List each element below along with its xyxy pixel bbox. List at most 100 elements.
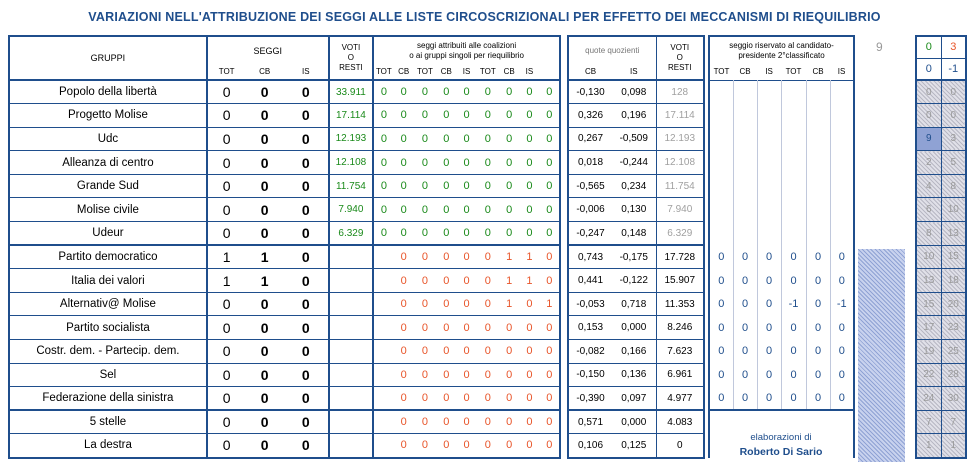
quote-cb-header: CB [584,66,597,76]
riservato-value: -1 [781,292,807,316]
riservato-value: 0 [733,245,758,269]
voti-value: 6.329 [328,221,375,246]
quote-row: -0,053 0,718 11.353 [568,292,705,316]
group-name: Progetto Molise [9,103,208,128]
side-rank-1: 0 [916,103,942,128]
voti-value: 17.114 [328,103,375,128]
side-rank-2: 15 [941,245,966,269]
coal-value: 0 [463,345,470,358]
riservato-value [709,150,734,175]
coal-value: 0 [400,416,407,429]
group-name: Popolo della libertà [9,80,208,104]
quote-row: -0,390 0,097 4.977 [568,386,705,411]
side-rank-1: 0 [916,80,942,104]
riservato-value: 0 [733,339,758,364]
coal-value: 0 [443,109,450,122]
resti-value: 7.940 [655,197,705,222]
coal-tot3-header: TOT [479,66,496,76]
coal-value: 0 [546,368,553,381]
o-label: O [347,53,355,62]
side-rank-2: 8 [941,174,966,198]
coal-value: 0 [463,156,470,169]
side-rank-2: 28 [941,363,966,387]
seggi-tot: 0 [222,201,231,218]
resti-label-2: RESTI [667,63,692,72]
coal-value: 0 [400,321,407,334]
coal-value: 0 [526,86,533,99]
seggi-is: 0 [283,268,330,293]
quote-is: 0,148 [621,227,647,239]
credits-line1: elaborazioni di [750,432,812,443]
riservato-value: -1 [830,292,855,316]
side-rank-2: 1 [941,433,966,458]
seggi-cb: 0 [260,319,269,336]
voti-label: VOTI [341,43,361,52]
quote-cb: 0,106 [577,439,604,451]
coal-value: 0 [484,368,491,381]
coal-value: 0 [380,132,387,145]
seggi-is: 0 [283,150,330,175]
coal-value: 0 [421,203,429,216]
riservato-value: 0 [781,268,807,293]
coal-empty [373,245,393,269]
coal-value: 0 [484,439,491,452]
coal-value: 0 [421,321,429,334]
voti-value [328,339,375,364]
coal-cb1-header: CB [398,66,410,76]
riservato-value: 0 [757,268,782,293]
side-rank-2: 30 [941,386,966,411]
coal-value: 0 [421,227,429,240]
coal-value: 0 [526,298,533,311]
riservato-value [806,197,831,222]
coal-value: 0 [506,227,513,240]
riservato-value [709,80,734,104]
coal-value: 0 [380,227,387,240]
coal-value: 0 [443,416,450,429]
quote-table: quote quozienti VOTI O RESTI CB IS -0,13… [567,35,706,459]
quote-cb: 0,571 [577,416,604,428]
coal-value: 0 [526,227,533,240]
riservato-value [709,221,734,246]
seggi-tot: 0 [222,225,231,242]
resti-value: 4.083 [655,410,705,434]
side-rank-2: 25 [941,339,966,364]
riservato-value [733,150,758,175]
coal-value: 0 [400,86,407,99]
coal-value: 0 [526,109,533,122]
coal-value: 1 [526,251,533,264]
group-name: Grande Sud [9,174,208,198]
riservato-value [806,221,831,246]
page-title: VARIAZIONI NELL'ATTRIBUZIONE DEI SEGGI A… [88,10,881,24]
seggi-cb: 0 [260,154,269,171]
coal-value: 0 [443,203,450,216]
riservato-value: 0 [709,339,734,364]
side-rank-1: 22 [916,363,942,387]
riservato-row [709,197,855,222]
coal-value: 0 [380,203,387,216]
seggi-is-header: IS [283,64,330,80]
coal-value: 0 [443,298,450,311]
coal-value: 0 [443,227,450,240]
riservato-value [757,221,782,246]
riservato-value [709,127,734,151]
voti-value [328,410,375,434]
coal-value: 0 [443,132,450,145]
group-name: Udc [9,127,208,151]
seggi-tot: 0 [222,107,231,124]
coal-value: 0 [400,227,407,240]
resti-value: 17.114 [655,103,705,128]
riservato-value [733,80,758,104]
riservato-row [709,174,855,198]
coal-value: 1 [506,251,513,264]
coal-value: 0 [421,86,429,99]
riservato-value [830,127,855,151]
side-row: 24 30 [916,386,966,411]
side-row: 17 23 [916,315,966,340]
seggi-cb: 1 [260,249,269,266]
table-row: Alternativ@ Molise 0 0 0 0 0 0 0 0 1 0 1 [9,292,560,316]
resti-value: 11.353 [655,292,705,316]
table-row: Udc 0 0 0 12.193 0 0 0 0 0 0 0 0 0 [9,127,560,151]
